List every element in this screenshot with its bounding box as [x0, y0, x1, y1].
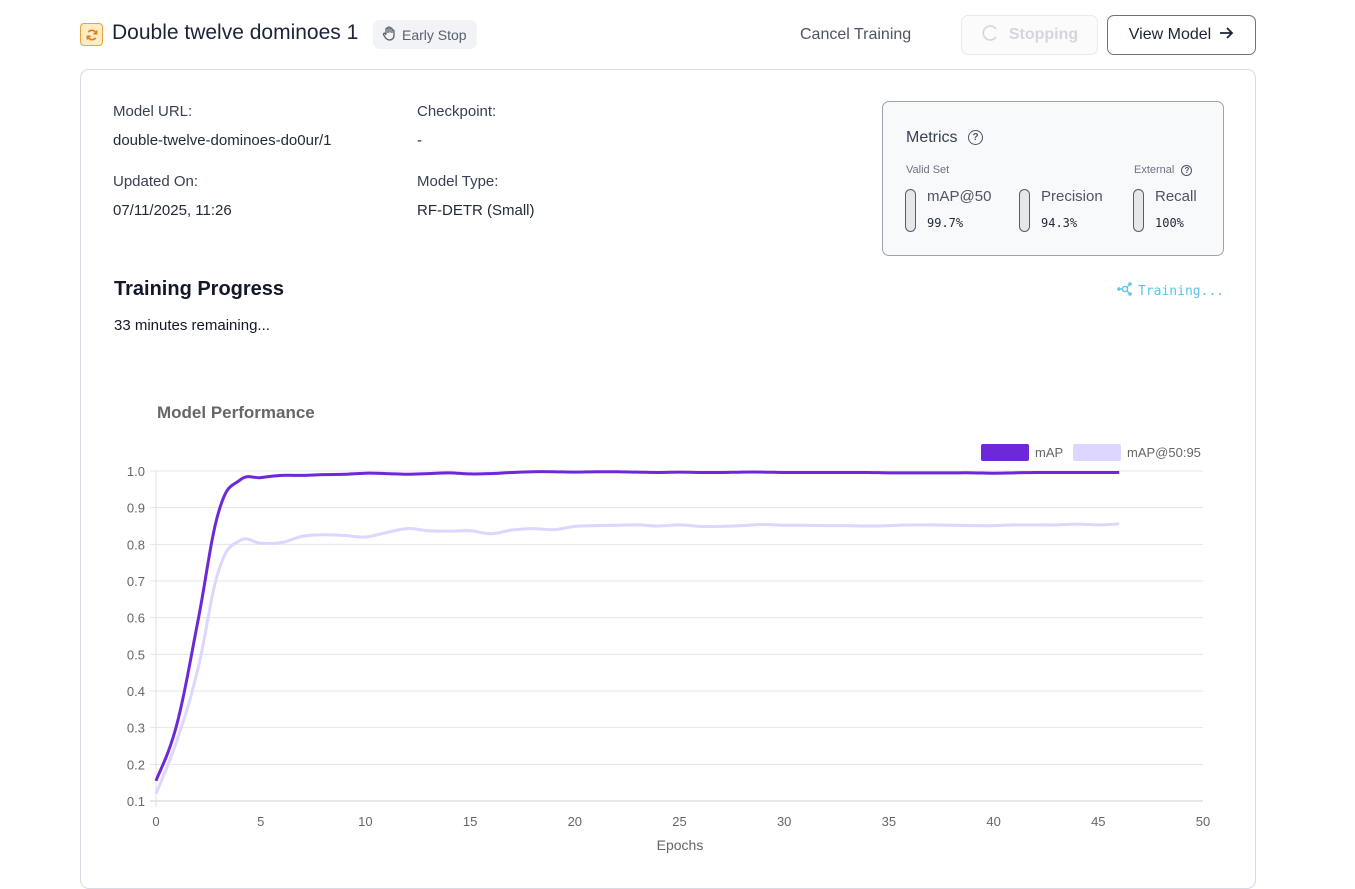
legend-swatch: [981, 444, 1029, 461]
y-tick-label: 0.7: [127, 574, 145, 589]
x-tick-label: 50: [1196, 814, 1210, 829]
y-tick-label: 0.2: [127, 757, 145, 772]
legend-swatch: [1073, 444, 1121, 461]
x-axis-ticks: 0 5 10 15 20 25 30 35 40 45 50: [152, 814, 1210, 829]
x-tick-label: 35: [882, 814, 896, 829]
chart-legend: mAP mAP@50:95: [981, 444, 1201, 461]
x-tick-label: 10: [358, 814, 372, 829]
legend-label: mAP: [1035, 445, 1063, 460]
series-line-map: [156, 472, 1119, 781]
series-line-map-50-95: [156, 524, 1119, 794]
x-tick-label: 30: [777, 814, 791, 829]
x-tick-label: 40: [986, 814, 1000, 829]
y-tick-label: 0.4: [127, 684, 145, 699]
chart-grid: [150, 471, 1203, 807]
y-tick-label: 1.0: [127, 464, 145, 479]
y-tick-label: 0.1: [127, 794, 145, 809]
x-tick-label: 0: [152, 814, 159, 829]
x-tick-label: 15: [463, 814, 477, 829]
x-tick-label: 5: [257, 814, 264, 829]
x-tick-label: 45: [1091, 814, 1105, 829]
y-tick-label: 0.3: [127, 721, 145, 736]
chart-title: Model Performance: [157, 403, 315, 422]
chart-series: [156, 472, 1119, 794]
x-tick-label: 20: [568, 814, 582, 829]
legend-label: mAP@50:95: [1127, 445, 1201, 460]
y-tick-label: 0.6: [127, 611, 145, 626]
model-performance-chart: Model Performance 0.10.20.30.40.50.60.70…: [0, 0, 1355, 867]
y-tick-label: 0.8: [127, 537, 145, 552]
y-axis-ticks: 0.1 0.2 0.3 0.4 0.5 0.6 0.7 0.8 0.9 1.0: [127, 464, 145, 809]
y-tick-label: 0.5: [127, 647, 145, 662]
y-tick-label: 0.9: [127, 501, 145, 516]
x-tick-label: 25: [672, 814, 686, 829]
x-axis-label: Epochs: [657, 837, 704, 853]
